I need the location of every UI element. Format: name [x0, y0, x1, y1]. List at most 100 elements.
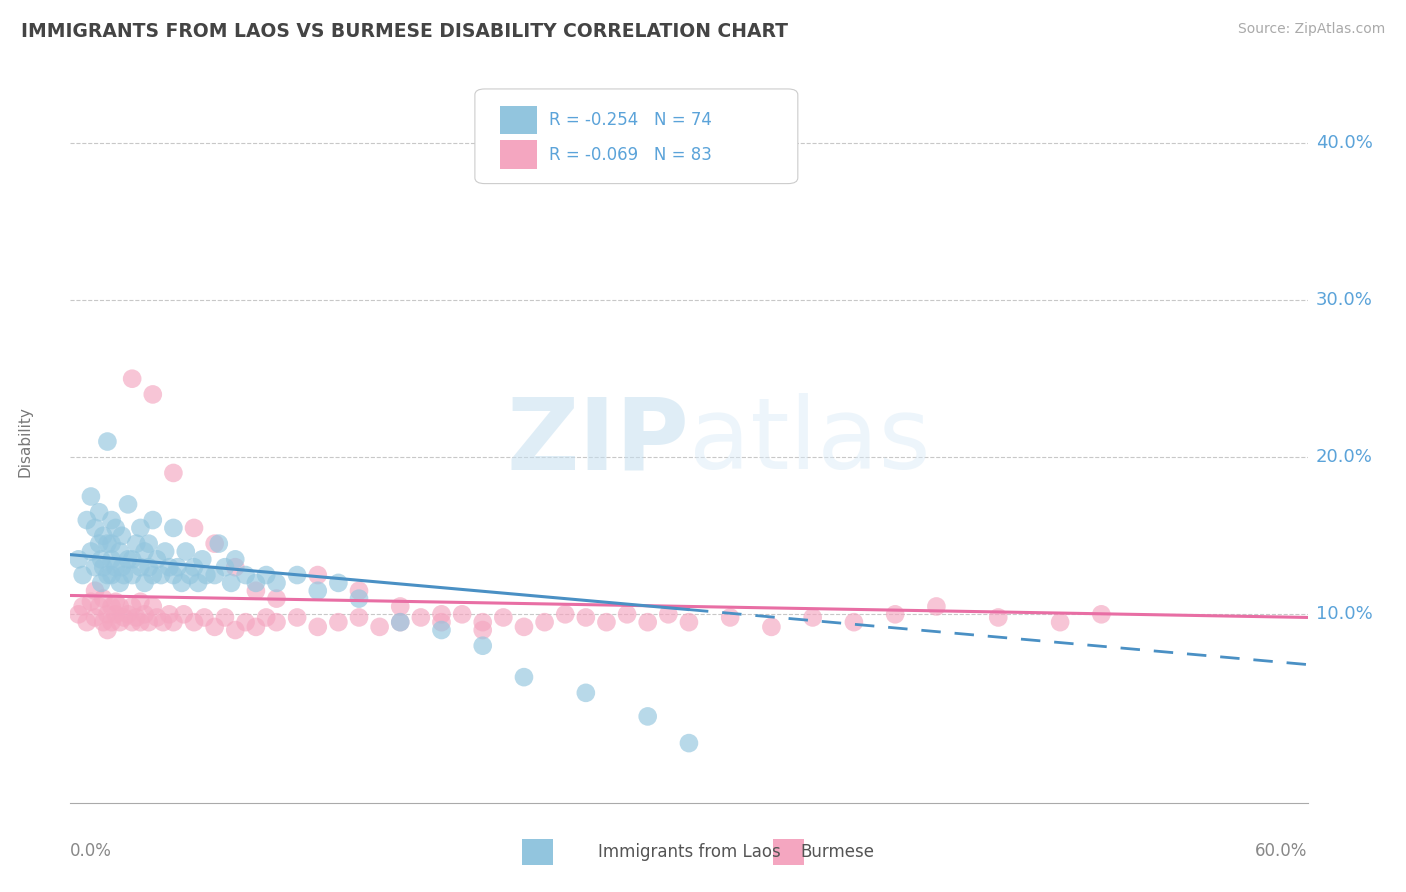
Point	[89, 599, 111, 614]
Point	[100, 615, 122, 630]
Point	[575, 686, 598, 700]
Point	[761, 620, 783, 634]
Point	[471, 639, 494, 653]
Point	[138, 536, 160, 550]
Point	[208, 536, 231, 550]
Point	[575, 610, 598, 624]
Point	[219, 575, 242, 590]
Point	[328, 615, 350, 630]
Point	[191, 552, 214, 566]
Point	[125, 536, 148, 550]
Text: 10.0%: 10.0%	[1316, 606, 1372, 624]
Point	[224, 623, 246, 637]
Point	[121, 372, 143, 386]
Point	[166, 560, 188, 574]
Point	[89, 505, 111, 519]
Text: Disability: Disability	[17, 406, 32, 477]
Point	[245, 620, 267, 634]
Point	[513, 670, 536, 684]
Point	[170, 575, 193, 590]
Point	[80, 490, 103, 504]
Point	[347, 591, 370, 606]
Point	[91, 615, 114, 630]
Bar	[773, 838, 804, 865]
Point	[134, 544, 156, 558]
Point	[204, 536, 226, 550]
Point	[129, 560, 152, 574]
Point	[637, 709, 659, 723]
Text: 60.0%: 60.0%	[1256, 842, 1308, 860]
Point	[183, 615, 205, 630]
Point	[451, 607, 474, 622]
Point	[142, 513, 165, 527]
Point	[111, 529, 134, 543]
Point	[100, 536, 122, 550]
Point	[1049, 615, 1071, 630]
Text: 30.0%: 30.0%	[1316, 291, 1372, 310]
Point	[307, 568, 329, 582]
Point	[183, 560, 205, 574]
Point	[121, 599, 143, 614]
Point	[430, 615, 453, 630]
Point	[430, 607, 453, 622]
Point	[146, 610, 169, 624]
Point	[224, 560, 246, 574]
Point	[173, 607, 195, 622]
Point	[96, 568, 118, 582]
Point	[235, 568, 257, 582]
Point	[100, 599, 122, 614]
Point	[307, 583, 329, 598]
Point	[214, 610, 236, 624]
Point	[100, 552, 122, 566]
Point	[80, 544, 103, 558]
Point	[266, 591, 288, 606]
Bar	[522, 838, 553, 865]
Point	[430, 623, 453, 637]
Point	[112, 610, 135, 624]
Point	[76, 615, 98, 630]
Point	[266, 575, 288, 590]
Point	[187, 575, 209, 590]
Point	[235, 615, 257, 630]
Point	[307, 620, 329, 634]
Point	[595, 615, 617, 630]
Point	[471, 615, 494, 630]
Bar	[499, 105, 537, 135]
Point	[90, 552, 112, 566]
Point	[554, 607, 576, 622]
Text: atlas: atlas	[689, 393, 931, 490]
Point	[108, 575, 131, 590]
Bar	[499, 140, 537, 169]
Point	[91, 591, 114, 606]
Point	[328, 575, 350, 590]
Point	[108, 615, 131, 630]
Point	[104, 521, 127, 535]
Point	[162, 568, 184, 582]
Point	[347, 610, 370, 624]
Point	[142, 387, 165, 401]
Point	[925, 599, 948, 614]
Point	[112, 568, 135, 582]
Point	[153, 544, 176, 558]
Point	[111, 560, 134, 574]
Text: IMMIGRANTS FROM LAOS VS BURMESE DISABILITY CORRELATION CHART: IMMIGRANTS FROM LAOS VS BURMESE DISABILI…	[21, 22, 789, 41]
Point	[72, 568, 94, 582]
Point	[108, 544, 131, 558]
Point	[121, 552, 143, 566]
Point	[389, 615, 412, 630]
Point	[195, 568, 218, 582]
Point	[89, 536, 111, 550]
Point	[368, 620, 391, 634]
Point	[72, 599, 94, 614]
Point	[254, 610, 277, 624]
Point	[266, 615, 288, 630]
Point	[162, 615, 184, 630]
Point	[138, 560, 160, 574]
Text: R = -0.254   N = 74: R = -0.254 N = 74	[550, 111, 711, 129]
Point	[67, 607, 90, 622]
Point	[108, 599, 131, 614]
Point	[193, 610, 215, 624]
Point	[104, 595, 127, 609]
Point	[285, 610, 308, 624]
Point	[129, 615, 152, 630]
